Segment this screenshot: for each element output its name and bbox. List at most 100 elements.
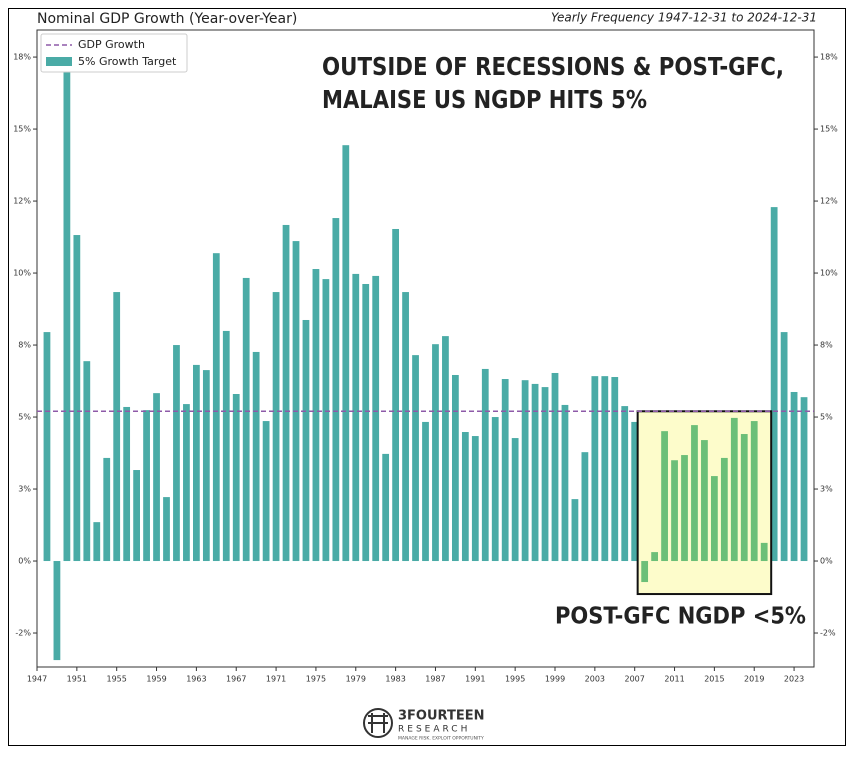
bar [153,393,160,562]
bar [93,522,101,562]
bar [53,561,61,661]
bar [621,406,629,562]
y-tick-label: 0% [820,557,833,566]
bar [212,253,220,562]
bar [780,332,788,562]
bar [720,457,728,562]
bar [701,440,708,562]
logo: 3FOURTEEN RESEARCH MANAGE RISK. EXPLOIT … [363,708,484,742]
y-tick-label: 3% [18,485,31,494]
bar [282,224,290,562]
bar [362,283,370,562]
x-tick-label: 1967 [226,675,246,684]
y-tick-label: 12% [13,197,31,206]
bar [392,228,400,562]
chart-title: Nominal GDP Growth (Year-over-Year) [37,11,297,27]
bar [422,421,429,562]
y-tick-label: 10% [820,269,838,278]
bar [103,457,111,562]
bar [232,394,240,562]
annotation: OUTSIDE OF RECESSIONS & POST-GFC, [322,52,784,81]
x-tick-label: 1999 [545,675,565,684]
bar [511,438,519,562]
bar [382,453,390,562]
bar [183,404,190,562]
bar [740,434,748,562]
x-tick-label: 1979 [346,675,366,684]
highlight-label: POST-GFC NGDP <5% [555,604,806,630]
x-tick-label: 1963 [186,675,206,684]
legend-box [40,33,188,73]
bar [651,552,659,562]
bar [661,431,668,562]
bar [133,470,141,562]
bar [471,436,479,562]
bar [252,351,260,562]
y-tick-label: 15% [13,125,31,134]
bar [681,455,688,562]
bar [481,368,489,562]
bar [501,379,509,562]
bar [641,561,649,583]
bar [402,292,409,562]
bar [710,476,718,562]
x-tick-label: 1947 [27,675,47,684]
y-tick-label: 12% [820,197,838,206]
chart-subtitle: Yearly Frequency 1947-12-31 to 2024-12-3… [551,11,817,25]
bar [442,336,449,562]
bar [342,145,350,562]
y-tick-label: 8% [820,341,833,350]
x-tick-label: 2011 [664,675,684,684]
bar [671,460,678,562]
bar [143,410,150,562]
logo-name: 3FOURTEEN [398,709,484,724]
x-tick-label: 1959 [146,675,166,684]
frame [8,8,846,746]
bar [352,273,360,562]
bar [272,292,280,562]
bar [531,383,539,562]
logo-icon [363,708,393,738]
bar [222,330,230,562]
bar [551,372,559,562]
bar [571,499,579,562]
bar [601,376,609,562]
y-tick-label: 8% [18,341,31,350]
bar [750,421,758,562]
bar [113,292,121,562]
y-tick-label: -2% [15,629,31,638]
bar [73,235,81,562]
bar [432,344,439,562]
bar [123,406,131,562]
bar [302,319,310,562]
bar [451,374,459,562]
bar [312,269,320,562]
y-tick-label: 0% [18,557,31,566]
bar [192,364,200,562]
x-tick-label: 2023 [784,675,804,684]
bar [491,417,499,562]
bar [412,355,419,562]
bar [561,404,569,562]
bar [173,345,180,562]
bar [372,275,380,562]
x-tick-label: 1951 [67,675,87,684]
x-tick-label: 1995 [505,675,525,684]
x-tick-label: 1971 [266,675,286,684]
y-tick-label: 18% [13,53,31,62]
legend-label: 5% Growth Target [78,55,177,68]
bar [631,421,639,562]
x-tick-label: 1955 [107,675,127,684]
y-tick-label: 5% [820,413,833,422]
bar [43,332,51,562]
y-tick-label: -2% [820,629,836,638]
logo-icon [368,713,388,733]
x-tick-label: 1975 [306,675,326,684]
y-tick-label: 3% [820,485,833,494]
bar [541,387,549,562]
bar [163,497,170,562]
plot-area [36,29,815,668]
bar [760,542,768,562]
bar [581,452,589,562]
